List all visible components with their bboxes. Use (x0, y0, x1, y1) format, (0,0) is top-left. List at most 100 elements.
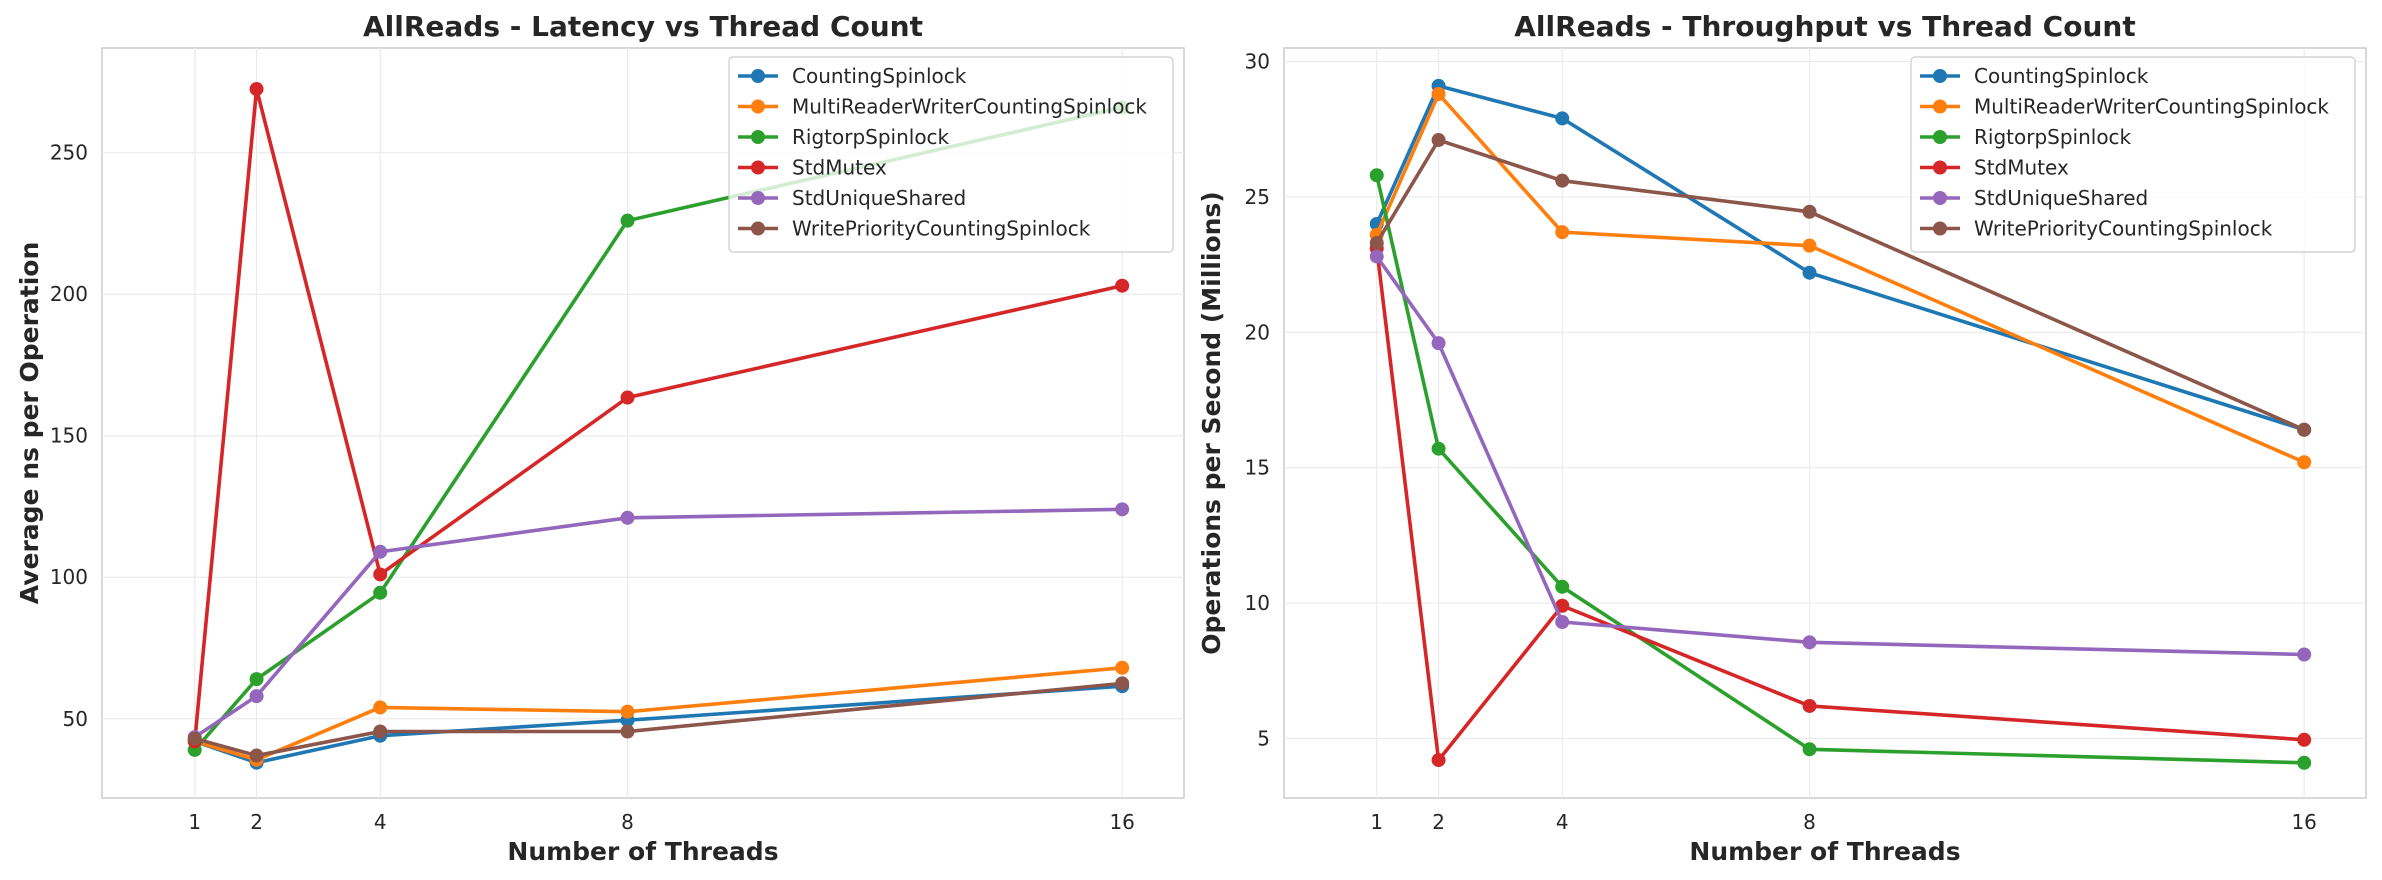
legend-label: StdMutex (792, 156, 887, 180)
data-point (1802, 698, 1817, 713)
data-point (373, 724, 388, 739)
y-axis-label: Operations per Second (Millions) (1197, 191, 1226, 654)
x-tick-label: 8 (621, 810, 634, 834)
y-tick-label: 50 (63, 707, 88, 731)
data-point (1431, 336, 1446, 351)
data-point (1555, 111, 1570, 126)
data-point (1555, 598, 1570, 613)
legend-item-stdmutex: StdMutex (1920, 156, 2069, 180)
x-tick-label: 2 (250, 810, 263, 834)
data-point (373, 567, 388, 582)
data-point (373, 585, 388, 600)
data-point (249, 672, 264, 687)
chart-1: 1 2 4 8 16 50 100 150 200 250 AllReads - Latency v… (15, 10, 1185, 866)
data-point (620, 724, 635, 739)
data-point (1802, 204, 1817, 219)
legend-label: RigtorpSpinlock (792, 125, 950, 149)
data-point (1555, 225, 1570, 240)
legend-swatch-marker (751, 130, 765, 144)
data-point (620, 510, 635, 525)
series-stdmutex (187, 82, 1130, 749)
legend-label: MultiReaderWriterCountingSpinlock (1974, 95, 2329, 119)
legend-swatch-marker (1933, 191, 1947, 205)
y-tick-label: 5 (1257, 726, 1270, 750)
data-point (1431, 753, 1446, 768)
legend-item-rigtorpspinlock: RigtorpSpinlock (1920, 125, 2132, 149)
legend-item-multireaderwritercountingspinlock: MultiReaderWriterCountingSpinlock (738, 95, 1147, 119)
data-point (620, 213, 635, 228)
chart-title: AllReads - Throughput vs Thread Count (1514, 10, 2135, 43)
x-tick-label: 4 (374, 810, 387, 834)
legend-label: StdUniqueShared (1974, 186, 2148, 210)
data-point (1369, 235, 1384, 250)
legend-swatch-marker (751, 99, 765, 114)
data-point (1802, 742, 1817, 757)
y-tick-label: 10 (1245, 591, 1270, 615)
data-point (2297, 647, 2312, 662)
data-point (187, 731, 202, 746)
legend-label: CountingSpinlock (1974, 64, 2149, 88)
chart-2: 1 2 4 8 16 5 10 15 20 25 30 AllReads - Throughput v… (1197, 10, 2367, 866)
data-point (373, 700, 388, 715)
data-point (2297, 732, 2312, 747)
data-point (1802, 635, 1817, 650)
legend: CountingSpinlock MultiReaderWriterCountin… (728, 56, 1174, 253)
data-point (1431, 441, 1446, 456)
x-tick-label: 16 (1109, 810, 1134, 834)
legend-swatch-marker (1933, 69, 1947, 83)
y-tick-label: 25 (1245, 185, 1270, 209)
legend-swatch-marker (751, 69, 765, 83)
data-point (620, 390, 635, 405)
legend-swatch-marker (751, 221, 765, 236)
legend-item-countingspinlock: CountingSpinlock (1920, 64, 2149, 88)
x-tick-label: 4 (1556, 810, 1569, 834)
series-rigtorpspinlock (1369, 168, 2312, 770)
data-point (1555, 579, 1570, 594)
y-tick-label: 30 (1245, 50, 1270, 74)
y-tick-label: 20 (1245, 320, 1270, 344)
series-multireaderwritercountingspinlock (1369, 87, 2312, 470)
legend-box (1910, 56, 2356, 253)
data-point (1115, 278, 1130, 293)
legend-label: WritePriorityCountingSpinlock (1974, 217, 2273, 241)
series-writeprioritycountingspinlock (1369, 133, 2312, 437)
data-point (2297, 422, 2312, 437)
data-point (249, 689, 264, 704)
legend-item-multireaderwritercountingspinlock: MultiReaderWriterCountingSpinlock (1920, 95, 2329, 119)
legend-item-countingspinlock: CountingSpinlock (738, 64, 967, 88)
legend-label: StdUniqueShared (792, 186, 966, 210)
y-tick-label: 200 (50, 282, 88, 306)
data-point (620, 704, 635, 719)
data-point (1115, 660, 1130, 675)
legend: CountingSpinlock MultiReaderWriterCountin… (1910, 56, 2356, 253)
series-stduniqueshared (187, 502, 1130, 745)
legend-label: MultiReaderWriterCountingSpinlock (792, 95, 1147, 119)
legend-swatch-marker (1933, 130, 1947, 144)
legend-item-writeprioritycountingspinlock: WritePriorityCountingSpinlock (1920, 217, 2273, 241)
y-tick-label: 150 (50, 424, 88, 448)
data-point (249, 82, 264, 97)
data-point (1555, 173, 1570, 188)
data-point (1555, 615, 1570, 630)
data-point (1431, 87, 1446, 102)
legend-box (728, 56, 1174, 253)
legend-label: StdMutex (1974, 156, 2069, 180)
legend-item-stduniqueshared: StdUniqueShared (1920, 186, 2148, 210)
x-tick-label: 1 (188, 810, 201, 834)
x-tick-label: 16 (2291, 810, 2316, 834)
data-point (1369, 168, 1384, 183)
x-axis-label: Number of Threads (507, 837, 778, 866)
series-writeprioritycountingspinlock (187, 676, 1130, 763)
y-axis-label: Average ns per Operation (15, 242, 44, 605)
legend-label: WritePriorityCountingSpinlock (792, 217, 1091, 241)
legend-swatch-marker (751, 160, 765, 175)
data-point (1802, 265, 1817, 280)
chart-title: AllReads - Latency vs Thread Count (363, 10, 923, 43)
y-tick-label: 15 (1245, 456, 1270, 480)
legend-item-rigtorpspinlock: RigtorpSpinlock (738, 125, 950, 149)
legend-swatch-marker (751, 191, 765, 205)
y-tick-label: 100 (50, 565, 88, 589)
x-axis-label: Number of Threads (1689, 837, 1960, 866)
data-point (2297, 455, 2312, 470)
legend-item-writeprioritycountingspinlock: WritePriorityCountingSpinlock (738, 217, 1091, 241)
